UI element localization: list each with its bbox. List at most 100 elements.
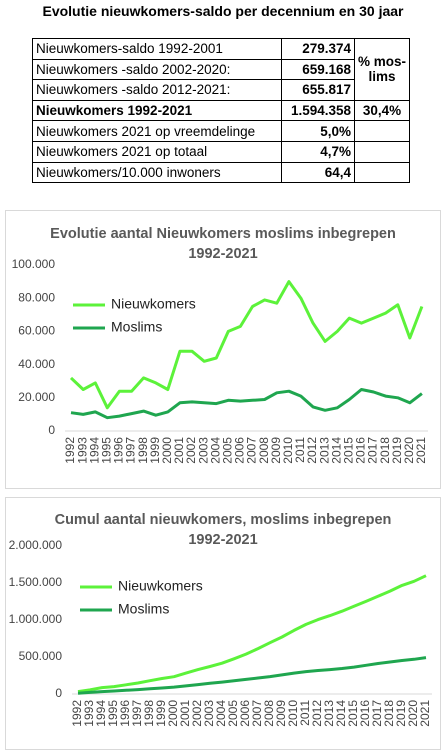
chart-frame [5,497,441,750]
table-cell: 659.168 [281,58,355,81]
table-cell: 1.594.358 [281,99,355,122]
x-tick-label: 2005 [226,700,240,727]
table-cell: 279.374 [281,38,355,60]
table-row: Nieuwkomers 1992-2021 1.594.358 30,4% [32,99,410,122]
legend-label: Moslims [111,319,162,335]
y-tick-label: 40.000 [18,357,55,371]
x-tick-label: 2000 [166,700,180,727]
x-tick-label: 1999 [148,437,162,464]
x-tick-label: 2007 [250,700,264,727]
summary-table: Nieuwkomers-saldo 1992-2001 279.374% mos-… [32,38,410,184]
x-tick-label: 1994 [87,437,101,464]
y-tick-label: 20.000 [18,390,55,404]
y-tick-label: 0 [55,686,62,700]
chart-title: Cumul aantal nieuwkomers, moslims inbegr… [54,512,392,548]
x-tick-label: 1994 [94,700,108,727]
x-tick-label: 2004 [214,700,228,727]
x-tick-label: 2019 [390,437,404,464]
x-tick-label: 2008 [262,700,276,727]
x-tick-label: 2020 [406,700,420,727]
y-tick-label: 1.000.000 [9,612,63,626]
x-tick-label: 2006 [238,700,252,727]
line-series [77,574,427,694]
x-tick-label: 2018 [378,437,392,464]
x-tick-label: 2021 [414,437,428,464]
line-series [69,280,424,410]
x-tick-label: 2017 [366,437,380,464]
x-tick-label: 2003 [196,437,210,464]
table-row: Nieuwkomers/10.000 inwoners 64,4 [32,161,410,184]
legend-label: Nieuwkomers [111,296,196,312]
x-tick-label: 2014 [329,437,343,464]
table-cell: Nieuwkomers -saldo 2002-2020: [32,58,282,81]
x-tick-label: 2016 [358,700,372,727]
legend-label: Nieuwkomers [118,578,203,594]
x-tick-label: 1992 [63,437,77,464]
x-tick-label: 1995 [100,437,114,464]
x-tick-label: 2000 [160,437,174,464]
table-row: Nieuwkomers -saldo 2002-2020: 659.168 [32,58,410,81]
x-tick-label: 2009 [269,437,283,464]
x-tick-label: 2018 [382,700,396,727]
y-tick-label: 500.000 [19,649,63,663]
x-tick-label: 2020 [402,437,416,464]
chart-title: Evolutie aantal Nieuwkomers moslims inbe… [50,226,396,262]
x-tick-label: 2003 [202,700,216,727]
line-series [70,388,423,420]
x-tick-label: 2010 [281,437,295,464]
x-tick-label: 2006 [233,437,247,464]
y-tick-label: 60.000 [18,324,55,338]
x-tick-label: 1996 [112,437,126,464]
x-tick-label: 2002 [184,437,198,464]
x-tick-label: 2011 [298,700,312,726]
x-tick-label: 1999 [154,700,168,727]
x-tick-label: 1997 [124,437,138,464]
table-cell: 4,7% [281,140,355,163]
x-tick-label: 2001 [178,700,192,727]
line-series [77,656,427,695]
table-cell: 64,4 [281,161,355,184]
x-tick-label: 2009 [274,700,288,727]
x-tick-label: 2004 [208,437,222,464]
x-tick-label: 1993 [82,700,96,727]
table-cell: Nieuwkomers-saldo 1992-2001 [32,38,282,60]
x-tick-label: 2008 [257,437,271,464]
x-tick-label: 2019 [394,700,408,727]
table-cell: 5,0% [281,120,355,142]
table-row: Nieuwkomers-saldo 1992-2001 279.374% mos-… [32,38,410,101]
x-tick-label: 2001 [172,437,186,464]
x-tick-label: 2016 [354,437,368,464]
x-tick-label: 1998 [136,437,150,464]
x-tick-label: 2011 [293,437,307,463]
x-tick-label: 1996 [118,700,132,727]
y-tick-label: 100.000 [12,257,56,271]
x-tick-label: 2021 [418,700,432,727]
y-tick-label: 80.000 [18,290,55,304]
x-tick-label: 2013 [322,700,336,727]
x-tick-label: 2015 [342,437,356,464]
x-tick-label: 2005 [221,437,235,464]
x-tick-label: 2015 [346,700,360,727]
x-tick-label: 2012 [310,700,324,727]
table-cell: % mos-lims [354,38,410,101]
y-tick-label: 0 [48,423,55,437]
table-cell [354,161,410,184]
chart-frame [5,210,441,489]
x-tick-label: 2010 [286,700,300,727]
page-title: Evolutie nieuwkomers-saldo per decennium… [42,3,404,19]
x-tick-label: 1993 [75,437,89,464]
y-tick-label: 1.500.000 [9,575,63,589]
y-tick-label: 2.000.000 [9,538,63,552]
x-tick-label: 1997 [130,700,144,727]
x-tick-label: 1995 [106,700,120,727]
x-tick-label: 2007 [245,437,259,464]
x-tick-label: 2002 [190,700,204,727]
x-tick-label: 2013 [317,437,331,464]
x-tick-label: 2017 [370,700,384,727]
x-tick-label: 2014 [334,700,348,727]
table-cell: Nieuwkomers/10.000 inwoners [32,161,282,184]
table-row: Nieuwkomers 2021 op totaal 4,7% [32,140,410,163]
x-tick-label: 2012 [305,437,319,464]
